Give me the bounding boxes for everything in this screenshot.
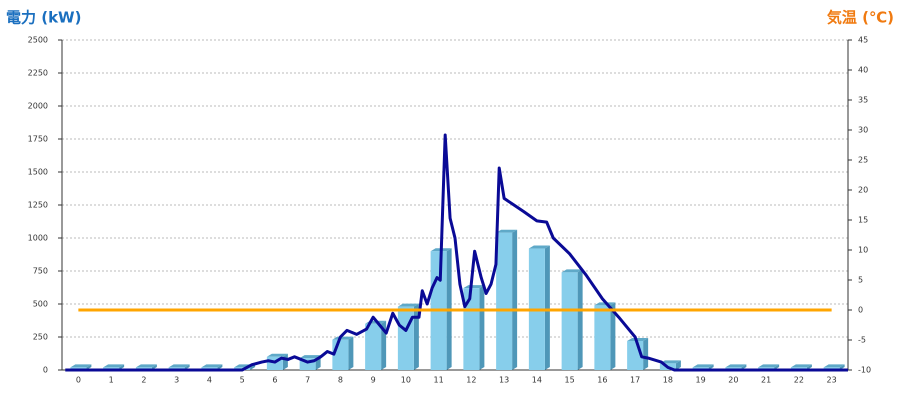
y2-tick-label: 30 (858, 126, 868, 135)
bar (463, 288, 480, 370)
bar-side (479, 285, 485, 370)
y2-tick-label: 0 (858, 306, 863, 315)
y2-tick-label: 35 (858, 96, 868, 105)
bar-top (594, 302, 616, 306)
bar-top (758, 364, 780, 368)
bar-top (70, 364, 92, 368)
bar-top (823, 364, 845, 368)
x-tick-label: 8 (338, 376, 343, 385)
y-tick-label: 750 (33, 267, 48, 276)
x-tick-label: 19 (696, 376, 706, 385)
bar-top (790, 364, 812, 368)
x-tick-label: 21 (761, 376, 771, 385)
bar-top (332, 336, 354, 340)
x-tick-label: 11 (434, 376, 444, 385)
bar-side (643, 337, 649, 370)
left-axis-title: 電力 (kW) (6, 9, 81, 27)
x-tick-label: 6 (272, 376, 277, 385)
bar-top (496, 229, 518, 233)
x-tick-label: 14 (532, 376, 542, 385)
bar-top (135, 364, 157, 368)
y2-tick-label: 15 (858, 216, 868, 225)
bar-side (348, 336, 354, 370)
x-tick-label: 15 (565, 376, 575, 385)
bar-top (659, 360, 681, 364)
bar-top (266, 353, 288, 357)
right-axis-title: 気温 (℃) (827, 9, 894, 27)
bar-top (397, 303, 419, 307)
bar (594, 305, 611, 370)
bar-side (610, 302, 616, 370)
y2-tick-label: 40 (858, 66, 868, 75)
x-tick-label: 0 (76, 376, 81, 385)
y2-tick-label: -10 (858, 366, 871, 375)
x-tick-label: 22 (794, 376, 804, 385)
bar-side (250, 364, 256, 370)
x-tick-label: 12 (466, 376, 476, 385)
y2-tick-label: -5 (858, 336, 866, 345)
bar (561, 272, 578, 370)
y-tick-label: 250 (33, 333, 48, 342)
bar-top (725, 364, 747, 368)
y-tick-label: 2500 (28, 36, 48, 45)
y-tick-label: 2250 (28, 69, 48, 78)
bar (496, 232, 513, 370)
x-tick-label: 20 (728, 376, 738, 385)
x-tick-label: 3 (174, 376, 179, 385)
bar (299, 358, 316, 370)
x-tick-label: 9 (371, 376, 376, 385)
x-tick-label: 16 (597, 376, 607, 385)
bar-top (528, 245, 550, 249)
line (65, 133, 848, 372)
bar-side (675, 360, 681, 370)
y-tick-label: 1750 (28, 135, 48, 144)
y2-tick-label: 10 (858, 246, 868, 255)
bar-side (512, 229, 518, 370)
bar-top (627, 337, 649, 341)
y2-tick-label: 45 (858, 36, 868, 45)
bar-top (201, 364, 223, 368)
bar-side (577, 269, 583, 370)
bar-top (692, 364, 714, 368)
bar-top (103, 364, 125, 368)
bar-side (544, 245, 550, 370)
x-tick-label: 10 (401, 376, 411, 385)
x-tick-label: 18 (663, 376, 673, 385)
x-tick-label: 17 (630, 376, 640, 385)
bar-top (463, 285, 485, 289)
x-tick-label: 5 (240, 376, 245, 385)
y-tick-label: 1000 (28, 234, 48, 243)
y2-tick-label: 25 (858, 156, 868, 165)
y-tick-label: 500 (33, 300, 48, 309)
x-tick-label: 13 (499, 376, 509, 385)
y2-tick-label: 5 (858, 276, 863, 285)
x-tick-label: 23 (827, 376, 837, 385)
bar (365, 323, 382, 370)
y-tick-label: 2000 (28, 102, 48, 111)
bar-top (561, 269, 583, 273)
y-tick-label: 1250 (28, 201, 48, 210)
y-tick-label: 0 (43, 366, 48, 375)
x-tick-label: 2 (141, 376, 146, 385)
bar-side (413, 303, 419, 370)
x-tick-label: 4 (207, 376, 212, 385)
y2-tick-label: 20 (858, 186, 868, 195)
x-tick-label: 7 (305, 376, 310, 385)
bar-top (168, 364, 190, 368)
y-tick-label: 1500 (28, 168, 48, 177)
bar-top (299, 355, 321, 359)
x-tick-label: 1 (109, 376, 114, 385)
